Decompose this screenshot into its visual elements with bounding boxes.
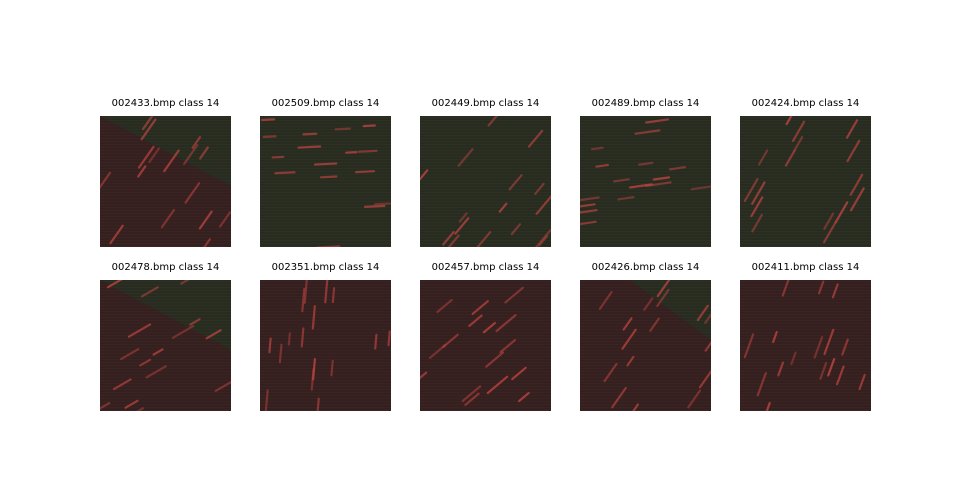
image-grid: 002433.bmp class 14 002509.bmp class 14 00…	[100, 97, 871, 411]
tile-class-label: class 14	[495, 98, 540, 109]
tile-caption: 002433.bmp class 14	[112, 97, 220, 110]
fabric-texture	[740, 280, 871, 411]
fabric-texture-image	[420, 280, 551, 411]
fabric-texture-image	[420, 116, 551, 247]
image-tile: 002449.bmp class 14	[420, 97, 551, 247]
fabric-texture	[420, 116, 551, 247]
fabric-texture-image	[580, 280, 711, 411]
fabric-texture	[260, 280, 391, 411]
image-tile: 002351.bmp class 14	[260, 261, 391, 411]
image-tile: 002433.bmp class 14	[100, 97, 231, 247]
fabric-texture-image	[740, 116, 871, 247]
image-tile: 002478.bmp class 14	[100, 261, 231, 411]
image-tile: 002426.bmp class 14	[580, 261, 711, 411]
fabric-texture-image	[260, 280, 391, 411]
tile-class-label: class 14	[815, 98, 860, 109]
image-tile: 002424.bmp class 14	[740, 97, 871, 247]
tile-caption: 002449.bmp class 14	[432, 97, 540, 110]
tile-class-label: class 14	[495, 262, 540, 273]
image-tile: 002509.bmp class 14	[260, 97, 391, 247]
tile-class-label: class 14	[815, 262, 860, 273]
fabric-texture-image	[260, 116, 391, 247]
tile-class-label: class 14	[175, 262, 220, 273]
tile-caption: 002478.bmp class 14	[112, 261, 220, 274]
tile-class-label: class 14	[175, 98, 220, 109]
tile-filename: 002411.bmp	[751, 262, 816, 273]
fabric-texture	[580, 116, 711, 247]
fabric-texture	[100, 116, 231, 247]
fabric-texture	[420, 280, 551, 411]
tile-filename: 002489.bmp	[591, 98, 656, 109]
tile-caption: 002424.bmp class 14	[752, 97, 860, 110]
tile-filename: 002478.bmp	[111, 262, 176, 273]
fabric-texture	[100, 280, 231, 411]
image-tile: 002457.bmp class 14	[420, 261, 551, 411]
tile-class-label: class 14	[335, 98, 380, 109]
fabric-texture	[260, 116, 391, 247]
tile-caption: 002457.bmp class 14	[432, 261, 540, 274]
tile-filename: 002351.bmp	[271, 262, 336, 273]
tile-filename: 002424.bmp	[751, 98, 816, 109]
fabric-texture-image	[100, 116, 231, 247]
image-tile: 002411.bmp class 14	[740, 261, 871, 411]
tile-filename: 002426.bmp	[591, 262, 656, 273]
image-tile: 002489.bmp class 14	[580, 97, 711, 247]
tile-caption: 002426.bmp class 14	[592, 261, 700, 274]
tile-caption: 002351.bmp class 14	[272, 261, 380, 274]
tile-caption: 002509.bmp class 14	[272, 97, 380, 110]
fabric-texture	[740, 116, 871, 247]
tile-filename: 002433.bmp	[111, 98, 176, 109]
tile-filename: 002509.bmp	[271, 98, 336, 109]
tile-class-label: class 14	[655, 98, 700, 109]
tile-filename: 002449.bmp	[431, 98, 496, 109]
fabric-texture-image	[580, 116, 711, 247]
fabric-texture-image	[740, 280, 871, 411]
fabric-texture-image	[100, 280, 231, 411]
tile-class-label: class 14	[655, 262, 700, 273]
fabric-texture	[580, 280, 711, 411]
tile-filename: 002457.bmp	[431, 262, 496, 273]
tile-class-label: class 14	[335, 262, 380, 273]
tile-caption: 002489.bmp class 14	[592, 97, 700, 110]
tile-caption: 002411.bmp class 14	[752, 261, 860, 274]
